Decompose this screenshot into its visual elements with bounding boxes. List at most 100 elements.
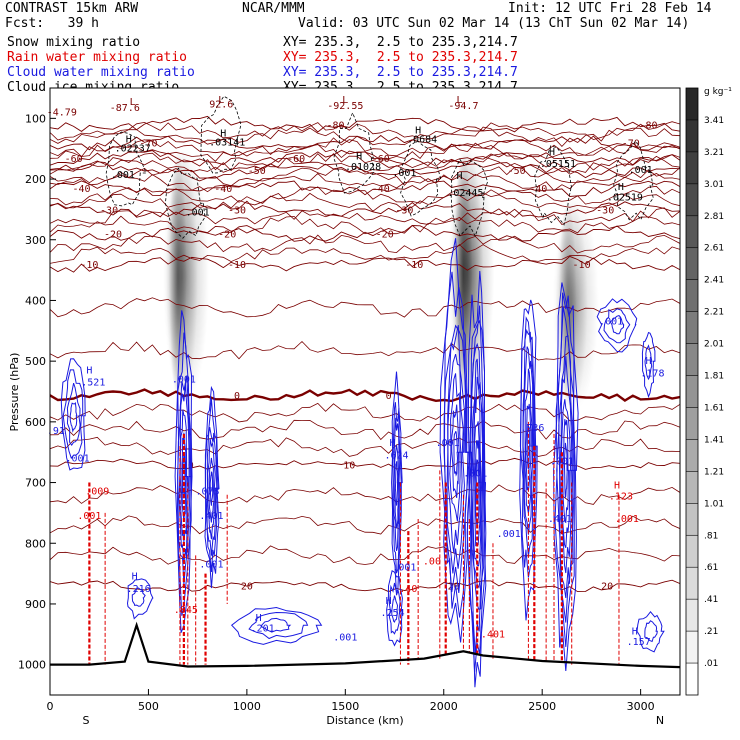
contour-annotation: -92.55 [327, 101, 363, 112]
cloud-water-contour [553, 282, 579, 671]
isotherm-minor [50, 340, 680, 361]
cloud-water-contour [636, 611, 665, 653]
colorbar-swatch [686, 407, 698, 440]
colorbar-swatch [686, 471, 698, 504]
contour-annotation: H [356, 152, 362, 163]
x-tick-label: 2000 [430, 700, 458, 713]
contour-annotation: L [342, 95, 348, 106]
isotherm-minor [50, 545, 680, 565]
colorbar-tick-label: 1.61 [704, 403, 724, 413]
isotherm-label: -50 [248, 166, 266, 177]
contour-annotation: H [614, 481, 620, 492]
contour-annotation: .001 [550, 456, 574, 467]
isotherm-minor [50, 402, 680, 423]
contour-annotation: .001 [629, 165, 653, 176]
isotherm-minor [50, 172, 680, 193]
y-tick-label: 600 [25, 416, 46, 429]
isotherm-label: -60 [372, 154, 390, 165]
isotherm--20 [50, 225, 680, 242]
isotherm-label: 0 [386, 391, 392, 402]
isotherm--10 [50, 255, 680, 273]
contour-annotation: .736 [520, 423, 544, 434]
cloud-water-contour [603, 308, 631, 344]
isotherm--70 [50, 134, 680, 151]
contour-annotation: H [549, 147, 555, 158]
y-tick-label: 300 [25, 234, 46, 247]
isotherm-label: -10 [573, 260, 591, 271]
contour-annotation: H [132, 572, 138, 583]
isotherm-minor [50, 152, 680, 172]
cloud-water-contour [131, 587, 146, 607]
contour-annotation: .401 [481, 629, 505, 640]
contour-annotation: H [220, 129, 226, 140]
colorbar-tick-label: .81 [704, 531, 718, 541]
cloud-water-contour [60, 358, 86, 471]
snow-column-0 [162, 148, 209, 404]
cloud-water-contour [66, 382, 81, 446]
isotherm-minor [50, 185, 680, 206]
isotherm-label: 20 [241, 582, 253, 593]
x-tick-label: 500 [138, 700, 159, 713]
colorbar-swatch [686, 375, 698, 408]
x-tick-label: 3000 [627, 700, 655, 713]
y-tick-label: 900 [25, 598, 46, 611]
colorbar-tick-label: .61 [704, 563, 718, 573]
isotherm-label: -40 [529, 184, 547, 195]
contour-annotation: .001 [333, 632, 357, 643]
valid-time: Valid: 03 UTC Sun 02 Mar 14 (13 ChT Sun … [298, 16, 690, 31]
contour-annotation: .91 [47, 426, 65, 437]
isotherm-minor [50, 515, 680, 535]
contour-annotation: -4.79 [47, 107, 77, 118]
x-axis-title: Distance (km) [326, 714, 403, 727]
cloud-water-contour [524, 368, 533, 514]
cloud-water-contour [558, 335, 574, 598]
cloud-water-contour [69, 402, 78, 433]
cloud-water-contour [62, 369, 84, 460]
isotherm--50 [50, 161, 680, 179]
cloud-water-contour [174, 310, 193, 633]
colorbar-swatch [686, 279, 698, 313]
isotherm-label: -50 [508, 166, 526, 177]
cloud-ice-contour [333, 111, 375, 194]
isotherm-label: 0 [234, 391, 240, 402]
contour-annotation: 92.6 [209, 99, 233, 110]
colorbar-tick-label: 1.41 [704, 435, 724, 445]
colorbar-swatch [686, 215, 698, 249]
isotherm-label: -40 [214, 184, 232, 195]
isotherm-label: -30 [596, 205, 614, 216]
isotherm-minor [50, 207, 680, 225]
cloud-water-contour [443, 324, 469, 593]
forecast-hour: Fcst: 39 h [5, 16, 99, 31]
contour-annotation: H [632, 626, 638, 637]
isotherm-label: -10 [405, 260, 423, 271]
cloud-water-contour [391, 402, 402, 574]
colorbar-swatch [686, 567, 698, 600]
contour-annotation: .001 [66, 453, 90, 464]
isotherm-label: -40 [372, 184, 390, 195]
cloud-water-contour [563, 442, 568, 499]
contour-annotation: .216 [127, 584, 151, 595]
contour-annotation: .845 [174, 605, 198, 616]
contour-annotation: .001 [199, 560, 223, 571]
contour-annotation: .00 [423, 556, 441, 567]
cloud-water-contour [248, 611, 309, 640]
colorbar-swatch [686, 183, 698, 217]
contour-annotation: .02237 [115, 144, 151, 155]
cloud-water-contour [207, 438, 216, 540]
cloud-water-contour [472, 376, 482, 567]
cloud-water-contour [204, 398, 219, 573]
cloud-water-contour [230, 606, 323, 645]
colorbar-swatch [686, 311, 698, 345]
cloud-water-contour [644, 620, 658, 643]
contour-annotation: L [130, 97, 136, 108]
contour-annotation: -87.6 [110, 103, 140, 114]
cloud-water-contour [644, 344, 653, 381]
contour-annotation: .178 [640, 368, 664, 379]
contour-annotation: .009 [85, 487, 109, 498]
cloud-water-contour [393, 444, 400, 529]
isotherm-minor [50, 484, 680, 505]
contour-annotation: .001 [111, 170, 135, 181]
model-title: CONTRAST 15km ARW [5, 1, 139, 16]
contour-annotation: -94.7 [448, 101, 478, 112]
isotherm-label: -80 [639, 120, 657, 131]
